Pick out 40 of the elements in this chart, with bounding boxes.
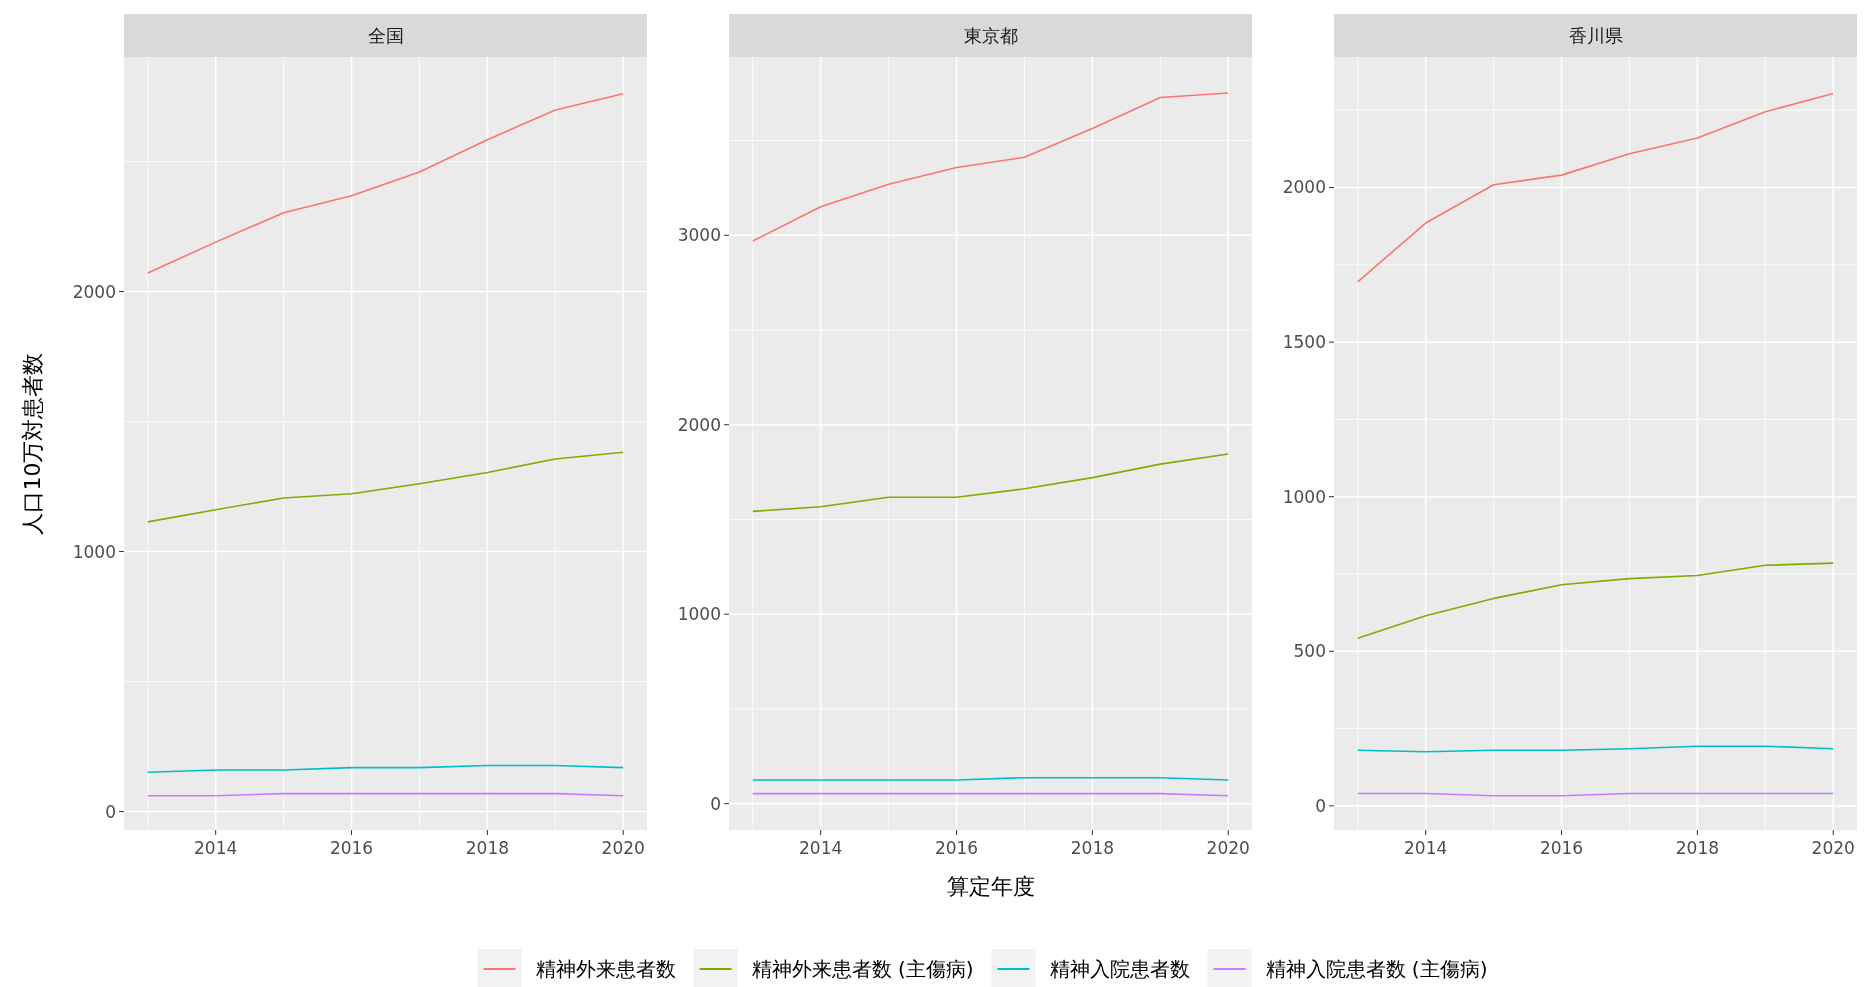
x-axis-title: 算定年度: [946, 874, 1035, 899]
legend-label: 精神入院患者数: [1049, 957, 1190, 981]
y-tick-label: 1000: [677, 604, 721, 625]
chart-title: 全国: [367, 24, 404, 46]
y-axis-title: 人口10万対患者数: [20, 352, 45, 535]
chart-title: 東京都: [963, 24, 1018, 46]
line-series: [146, 764, 625, 774]
y-tick-label: 1000: [72, 541, 116, 562]
legend-label: 精神入院患者数 (主傷病): [1265, 957, 1488, 981]
y-tick-label: 2000: [72, 281, 116, 302]
y-tick-label: 3000: [677, 225, 721, 246]
x-tick-label: 2020: [601, 838, 645, 858]
x-tick-label: 2018: [1070, 838, 1115, 858]
y-tick-label: 2000: [677, 414, 721, 435]
y-tick-label: 0: [105, 801, 116, 822]
x-tick-label: 2020: [1811, 838, 1855, 858]
y-tick-label: 1000: [1282, 486, 1326, 507]
line-series: [1356, 562, 1835, 640]
chart-title: 香川県: [1568, 24, 1623, 46]
y-tick-label: 2000: [1282, 177, 1326, 198]
line-series: [751, 453, 1230, 513]
x-tick-label: 2014: [194, 838, 238, 858]
x-tick-label: 2014: [1404, 838, 1448, 858]
y-tick-label: 0: [1315, 795, 1326, 816]
x-tick-label: 2016: [934, 838, 979, 858]
y-tick-label: 500: [1293, 641, 1326, 662]
x-tick-label: 2020: [1206, 838, 1250, 858]
line-series: [146, 451, 625, 523]
legend-label: 精神外来患者数 (主傷病): [751, 957, 974, 981]
line-series: [1356, 92, 1835, 283]
x-tick-label: 2016: [1539, 838, 1584, 858]
line-series: [751, 92, 1230, 242]
x-tick-label: 2014: [799, 838, 843, 858]
y-tick-label: 1500: [1282, 332, 1326, 353]
line-series: [146, 92, 625, 274]
x-tick-label: 2016: [329, 838, 374, 858]
legend-label: 精神外来患者数: [535, 957, 676, 981]
x-tick-label: 2018: [465, 838, 510, 858]
y-tick-label: 0: [710, 793, 721, 814]
x-tick-label: 2018: [1675, 838, 1720, 858]
